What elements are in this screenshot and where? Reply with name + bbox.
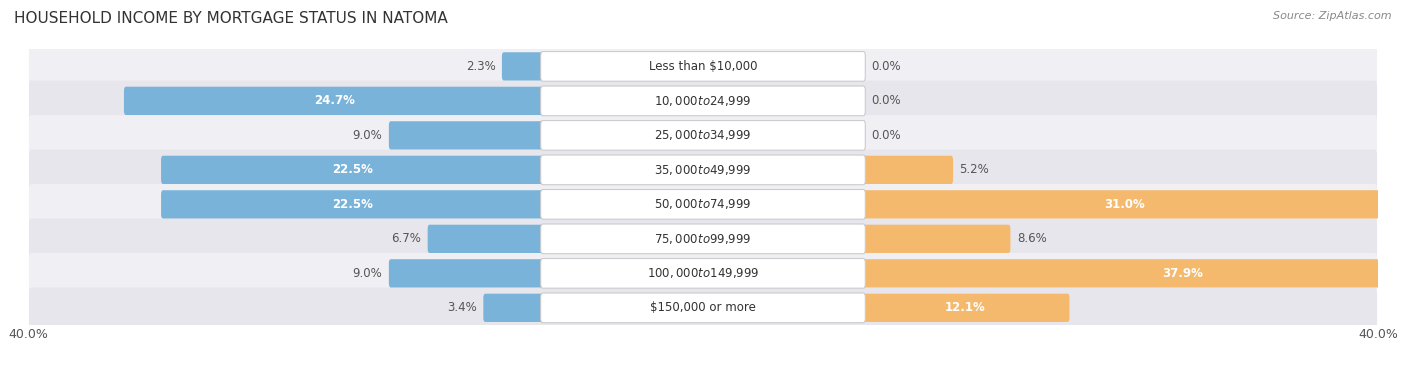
Text: $25,000 to $34,999: $25,000 to $34,999: [654, 129, 752, 143]
Text: 31.0%: 31.0%: [1105, 198, 1144, 211]
FancyBboxPatch shape: [541, 189, 865, 219]
Text: HOUSEHOLD INCOME BY MORTGAGE STATUS IN NATOMA: HOUSEHOLD INCOME BY MORTGAGE STATUS IN N…: [14, 11, 447, 26]
Text: 9.0%: 9.0%: [353, 267, 382, 280]
FancyBboxPatch shape: [541, 293, 865, 323]
Text: 9.0%: 9.0%: [353, 129, 382, 142]
FancyBboxPatch shape: [502, 52, 544, 81]
FancyBboxPatch shape: [862, 190, 1388, 218]
FancyBboxPatch shape: [541, 259, 865, 288]
Legend: Without Mortgage, With Mortgage: Without Mortgage, With Mortgage: [564, 373, 842, 378]
FancyBboxPatch shape: [30, 288, 1376, 328]
FancyBboxPatch shape: [389, 259, 544, 288]
FancyBboxPatch shape: [389, 121, 544, 150]
FancyBboxPatch shape: [162, 190, 544, 218]
Text: 37.9%: 37.9%: [1163, 267, 1204, 280]
Text: 0.0%: 0.0%: [872, 129, 901, 142]
Text: 0.0%: 0.0%: [872, 94, 901, 107]
FancyBboxPatch shape: [541, 121, 865, 150]
FancyBboxPatch shape: [862, 156, 953, 184]
FancyBboxPatch shape: [862, 259, 1406, 288]
FancyBboxPatch shape: [541, 155, 865, 185]
Text: $35,000 to $49,999: $35,000 to $49,999: [654, 163, 752, 177]
Text: 5.2%: 5.2%: [959, 163, 990, 177]
FancyBboxPatch shape: [541, 51, 865, 81]
Text: 0.0%: 0.0%: [872, 60, 901, 73]
Text: 2.3%: 2.3%: [465, 60, 495, 73]
Text: Less than $10,000: Less than $10,000: [648, 60, 758, 73]
FancyBboxPatch shape: [30, 115, 1376, 156]
FancyBboxPatch shape: [30, 81, 1376, 121]
FancyBboxPatch shape: [862, 225, 1011, 253]
Text: 8.6%: 8.6%: [1017, 232, 1046, 245]
FancyBboxPatch shape: [862, 294, 1070, 322]
FancyBboxPatch shape: [484, 294, 544, 322]
Text: 12.1%: 12.1%: [945, 301, 986, 314]
Text: Source: ZipAtlas.com: Source: ZipAtlas.com: [1274, 11, 1392, 21]
FancyBboxPatch shape: [30, 46, 1376, 87]
Text: $75,000 to $99,999: $75,000 to $99,999: [654, 232, 752, 246]
Text: $100,000 to $149,999: $100,000 to $149,999: [647, 266, 759, 280]
Text: $150,000 or more: $150,000 or more: [650, 301, 756, 314]
FancyBboxPatch shape: [30, 184, 1376, 225]
Text: 6.7%: 6.7%: [391, 232, 422, 245]
FancyBboxPatch shape: [162, 156, 544, 184]
Text: 3.4%: 3.4%: [447, 301, 477, 314]
Text: 22.5%: 22.5%: [332, 163, 374, 177]
FancyBboxPatch shape: [541, 86, 865, 116]
FancyBboxPatch shape: [30, 218, 1376, 259]
FancyBboxPatch shape: [124, 87, 544, 115]
FancyBboxPatch shape: [541, 224, 865, 254]
Text: $10,000 to $24,999: $10,000 to $24,999: [654, 94, 752, 108]
FancyBboxPatch shape: [30, 150, 1376, 190]
FancyBboxPatch shape: [427, 225, 544, 253]
Text: $50,000 to $74,999: $50,000 to $74,999: [654, 197, 752, 211]
FancyBboxPatch shape: [30, 253, 1376, 294]
Text: 22.5%: 22.5%: [332, 198, 374, 211]
Text: 24.7%: 24.7%: [314, 94, 354, 107]
